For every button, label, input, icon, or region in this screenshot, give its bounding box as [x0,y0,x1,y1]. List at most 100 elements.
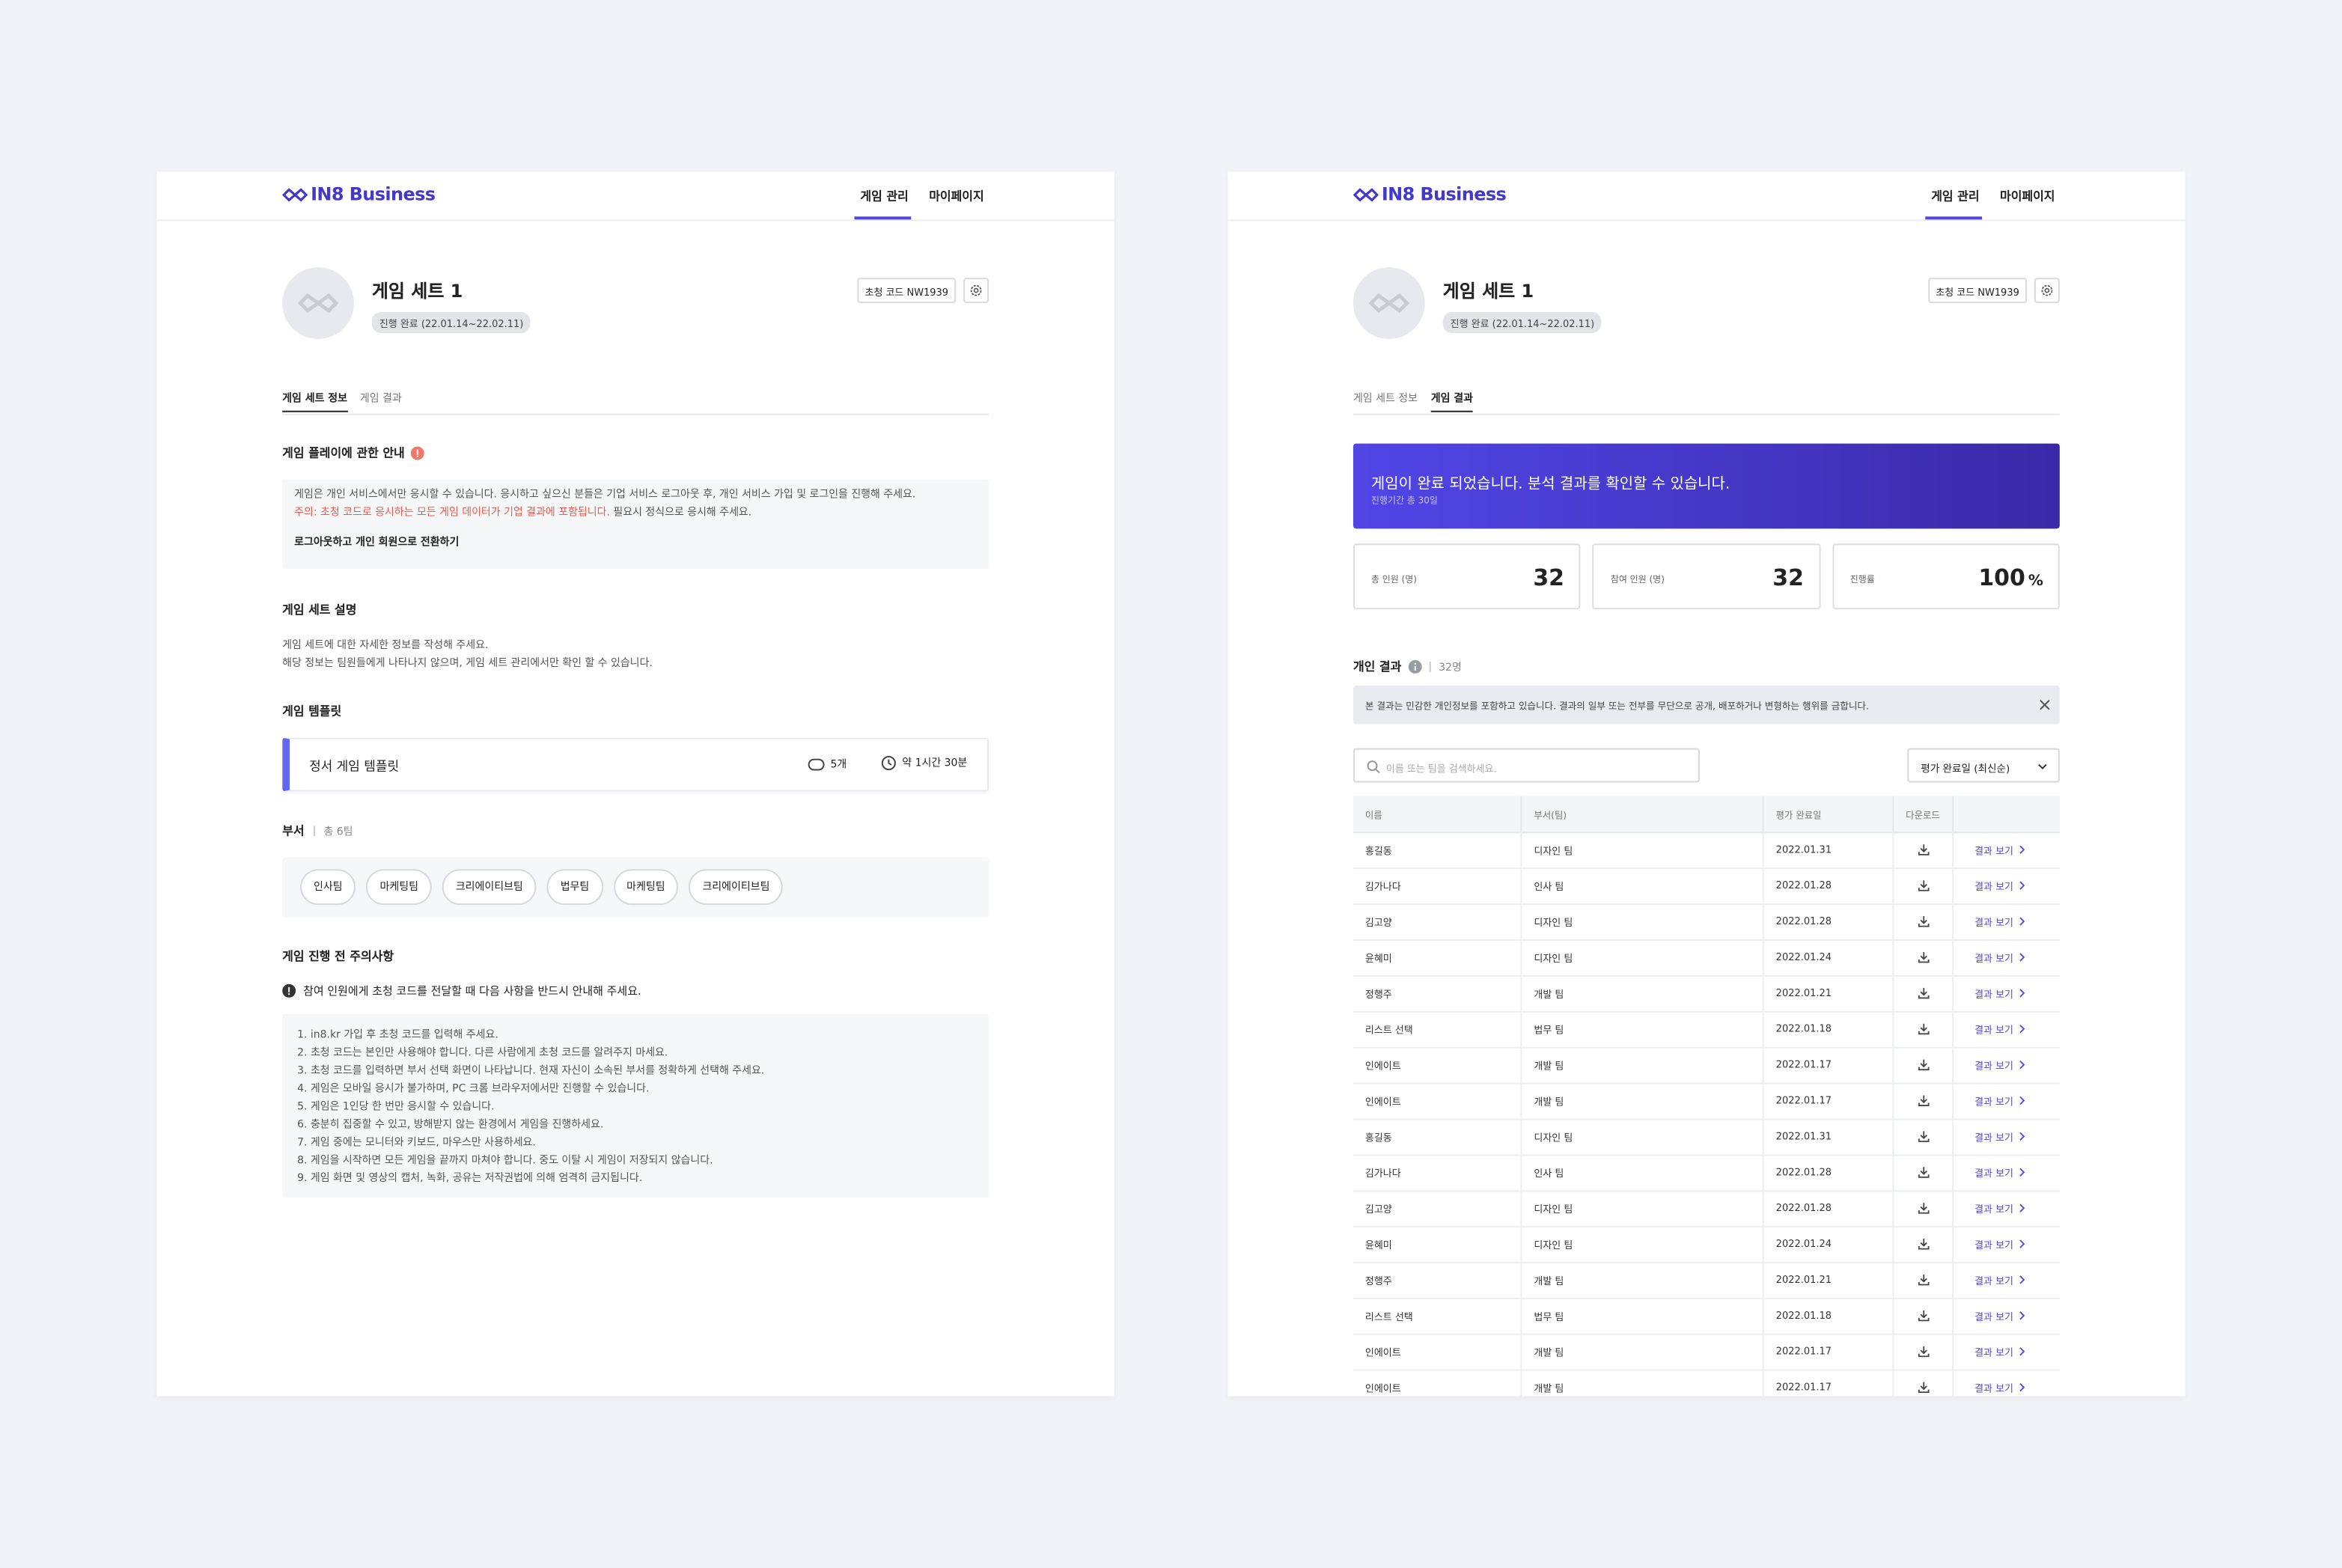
result-link[interactable]: 결과 보기 [1974,878,2025,893]
logo[interactable]: IN8 Business [1353,183,1507,204]
table-cell: 홍길동 [1364,1132,1392,1144]
result-link[interactable]: 결과 보기 [1974,986,2025,1001]
precaution-item: 4. 게임은 모바일 응시가 불가하며, PC 크롬 브라우저에서만 진행할 수… [297,1082,650,1095]
stat-number: 32 [1533,564,1564,592]
download-button[interactable] [1892,1082,1952,1119]
result-link[interactable]: 결과 보기 [1974,842,2025,857]
privacy-notice: 본 결과는 민감한 개인정보를 포함하고 있습니다. 결과의 일부 또는 전부를… [1353,685,2060,724]
stat-label: 진행률 [1849,575,1875,586]
divider [313,826,315,837]
table-row: 윤혜미 디자인 팀 2022.01.24 결과 보기 [1353,939,2060,977]
department-chip[interactable]: 인사팀 [300,869,356,906]
tab[interactable]: 게임 결과 [359,392,402,405]
precaution-item: 6. 충분히 집중할 수 있고, 방해받지 않는 환경에서 게임을 진행하세요. [297,1118,604,1131]
result-link[interactable]: 결과 보기 [1974,1380,2025,1395]
header-cell: 이름 [1364,810,1382,821]
tabs: 게임 세트 정보 게임 결과 [1353,391,2060,415]
tab[interactable]: 게임 결과 [1430,391,1473,412]
download-button[interactable] [1892,1369,1952,1397]
logo-text: IN8 Business [311,183,436,205]
section-title: 게임 진행 전 주의사항 [282,949,394,963]
download-button[interactable] [1892,1154,1952,1191]
result-link-text: 결과 보기 [1974,988,2013,1001]
download-button[interactable] [1892,903,1952,940]
department-box: 인사팀 마케팅팀 크리에이티브팀 법무팀 마케팅팀 크리에이티브팀 [282,857,989,918]
download-button[interactable] [1892,1226,1952,1262]
info-icon[interactable] [1409,659,1423,674]
download-button[interactable] [1892,832,1952,868]
table-cell: 개발 팀 [1520,1082,1762,1119]
tab[interactable]: 게임 세트 정보 [282,391,347,412]
download-button[interactable] [1892,1010,1952,1047]
search-icon [1367,760,1380,774]
table-row: 김고양 디자인 팀 2022.01.28 결과 보기 [1353,1190,2060,1228]
download-button[interactable] [1892,1118,1952,1155]
nav-item[interactable]: 게임 관리 [860,189,909,204]
nav-item[interactable]: 게임 관리 [1931,189,1980,204]
download-button[interactable] [1892,939,1952,975]
avatar [282,267,354,339]
download-button[interactable] [1892,1261,1952,1298]
table-cell: 결과 보기 [1952,1190,2060,1227]
department-chip[interactable]: 마케팅팀 [366,869,432,906]
download-button[interactable] [1892,1046,1952,1083]
table-cell: 윤혜미 [1364,952,1392,965]
section-title: 부서 [282,824,305,838]
department-chip[interactable]: 크리에이티브팀 [442,869,537,906]
result-link[interactable]: 결과 보기 [1974,950,2025,965]
download-button[interactable] [1892,1333,1952,1370]
search-input[interactable]: 이름 또는 팀을 검색하세요. [1353,748,1700,783]
logo[interactable]: IN8 Business [282,183,436,205]
department-chip[interactable]: 크리에이티브팀 [689,869,784,906]
result-link[interactable]: 결과 보기 [1974,1308,2025,1323]
precaution-item: 5. 게임은 1인당 한 번만 응시할 수 있습니다. [297,1100,495,1113]
template-card[interactable]: 정서 게임 템플릿 5개 약 1시간 30분 [282,737,989,792]
download-button[interactable] [1892,1297,1952,1334]
stats: 총 인원 (명) 32 참여 인원 (명) 32 진행률 100% [1353,543,2060,610]
table-cell: 인에이트 [1364,1060,1401,1073]
result-link[interactable]: 결과 보기 [1974,1093,2025,1108]
close-button[interactable] [2039,699,2051,711]
download-button[interactable] [1892,867,1952,904]
precaution-item: 7. 게임 중에는 모니터와 키보드, 마우스만 사용하세요. [297,1136,536,1149]
stat-card: 참여 인원 (명) 32 [1592,543,1820,610]
result-link[interactable]: 결과 보기 [1974,914,2025,929]
settings-button[interactable] [963,278,989,304]
table-cell: 김고양 [1364,917,1392,930]
result-link-text: 결과 보기 [1974,1132,2013,1144]
table-cell: 결과 보기 [1952,1154,2060,1191]
table-row: 김고양 디자인 팀 2022.01.28 결과 보기 [1353,903,2060,942]
result-link[interactable]: 결과 보기 [1974,1058,2025,1073]
result-link-text: 결과 보기 [1974,1096,2013,1108]
result-link[interactable]: 결과 보기 [1974,1165,2025,1180]
settings-button[interactable] [2034,278,2060,304]
nav-item[interactable]: 마이페이지 [2000,189,2055,204]
table-cell: 2022.01.28 [1762,867,1893,904]
result-link[interactable]: 결과 보기 [1974,1022,2025,1037]
nav-item[interactable]: 마이페이지 [929,189,984,204]
table-cell: 인사 팀 [1520,1154,1762,1191]
table-cell: 개발 팀 [1520,974,1762,1011]
status-pill: 진행 완료 (22.01.14~22.02.11) [371,312,531,333]
table-cell: 인사 팀 [1520,867,1762,904]
department-chip[interactable]: 법무팀 [546,869,603,906]
department-chip[interactable]: 마케팅팀 [613,869,679,906]
result-link[interactable]: 결과 보기 [1974,1201,2025,1215]
tab[interactable]: 게임 세트 정보 [1353,392,1418,405]
table-cell: 결과 보기 [1952,1333,2060,1370]
sort-dropdown[interactable]: 평가 완료일 (최신순) [1907,748,2060,783]
count-text: 5개 [830,758,847,771]
department-header: 부서 총 6팀 [282,823,353,839]
result-link[interactable]: 결과 보기 [1974,1344,2025,1359]
download-button[interactable] [1892,1190,1952,1227]
result-link[interactable]: 결과 보기 [1974,1272,2025,1287]
result-link[interactable]: 결과 보기 [1974,1129,2025,1144]
result-link[interactable]: 결과 보기 [1974,1236,2025,1251]
game-set-title: 게임 세트 1 [1442,281,1534,302]
invite-code-button[interactable]: 초청 코드 NW1939 [857,278,957,304]
download-button[interactable] [1892,974,1952,1011]
precaution-item: 2. 초청 코드는 본인만 사용해야 합니다. 다른 사람에게 초청 코드를 알… [297,1046,668,1059]
logout-link[interactable]: 로그아웃하고 개인 회원으로 전환하기 [294,536,460,549]
invite-code-button[interactable]: 초청 코드 NW1939 [1928,278,2027,304]
